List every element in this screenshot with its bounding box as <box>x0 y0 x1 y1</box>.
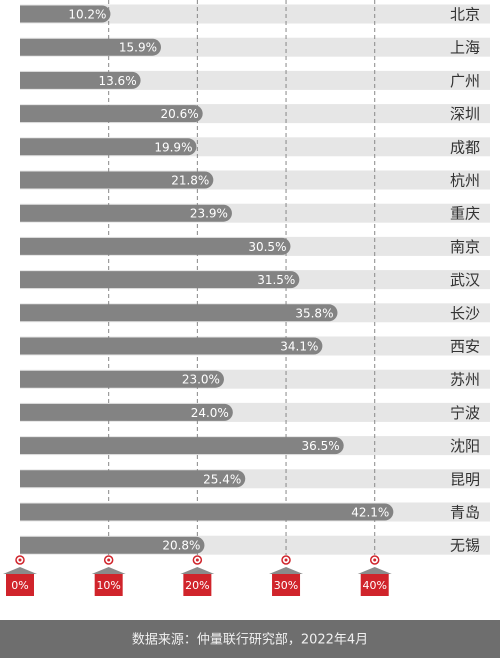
value-label: 19.9% <box>154 140 192 154</box>
category-label: 广州 <box>450 72 480 90</box>
bar <box>20 38 161 56</box>
bar <box>20 105 203 123</box>
category-label: 宁波 <box>450 404 480 422</box>
tick-marker-dot <box>373 558 377 562</box>
tick-marker-dot <box>195 558 199 562</box>
tick-box <box>360 574 389 596</box>
category-label: 青岛 <box>450 504 480 522</box>
x-tick-label: 0% <box>11 579 28 592</box>
tick-marker-dot <box>18 558 22 562</box>
bar <box>20 470 246 488</box>
tick-roof <box>3 567 37 574</box>
category-label: 苏州 <box>450 371 480 389</box>
x-tick-label: 40% <box>362 579 386 592</box>
tick-box <box>272 574 301 596</box>
category-label: 深圳 <box>450 105 480 123</box>
source: 数据来源：仲量联行研究部，2022年4月 <box>132 633 368 648</box>
bar <box>20 271 300 289</box>
value-label: 23.0% <box>182 373 220 387</box>
tick-box <box>94 574 123 596</box>
tick-roof <box>91 567 126 574</box>
tick-roof <box>269 567 304 574</box>
category-label: 上海 <box>450 39 480 57</box>
footer-band <box>0 620 500 658</box>
category-label: 武汉 <box>450 271 480 289</box>
x-tick-label: 20% <box>185 579 209 592</box>
category-label: 沈阳 <box>450 437 480 455</box>
bar <box>20 403 233 421</box>
bar <box>20 536 205 554</box>
value-label: 36.5% <box>302 439 340 453</box>
value-label: 15.9% <box>119 41 157 55</box>
bar <box>20 503 394 521</box>
value-label: 30.5% <box>248 240 286 254</box>
bar <box>20 437 344 455</box>
bar <box>20 370 224 388</box>
tick-roof <box>357 567 392 574</box>
bar <box>20 138 197 156</box>
tick-marker-dot <box>107 558 111 562</box>
category-label: 重庆 <box>450 205 480 223</box>
tick-roof <box>180 567 215 574</box>
value-label: 24.0% <box>191 406 229 420</box>
category-label: 无锡 <box>450 537 480 555</box>
bar <box>20 5 111 23</box>
value-label: 10.2% <box>68 8 106 22</box>
bar <box>20 204 232 222</box>
category-label: 成都 <box>450 138 480 156</box>
value-label: 34.1% <box>280 340 318 354</box>
x-tick-label: 10% <box>96 579 120 592</box>
bar <box>20 171 214 189</box>
tick-marker-dot <box>284 558 288 562</box>
category-label: 南京 <box>450 238 480 256</box>
x-tick-label: 30% <box>274 579 298 592</box>
value-label: 35.8% <box>295 306 333 320</box>
value-label: 20.8% <box>162 539 200 553</box>
bar <box>20 237 291 255</box>
row-band <box>20 4 490 24</box>
category-label: 昆明 <box>450 470 480 488</box>
bar <box>20 71 141 89</box>
value-label: 13.6% <box>98 74 136 88</box>
category-label: 长沙 <box>450 304 480 322</box>
value-label: 31.5% <box>257 273 295 287</box>
tick-box <box>6 574 34 596</box>
category-label: 西安 <box>450 338 480 356</box>
value-label: 42.1% <box>351 506 389 520</box>
category-label: 杭州 <box>450 172 480 190</box>
value-label: 20.6% <box>161 107 199 121</box>
bar <box>20 304 338 322</box>
value-label: 21.8% <box>171 174 209 188</box>
category-label: 北京 <box>450 6 480 24</box>
value-label: 25.4% <box>203 472 241 486</box>
bar <box>20 337 323 355</box>
tick-box <box>183 574 212 596</box>
value-label: 23.9% <box>190 207 228 221</box>
